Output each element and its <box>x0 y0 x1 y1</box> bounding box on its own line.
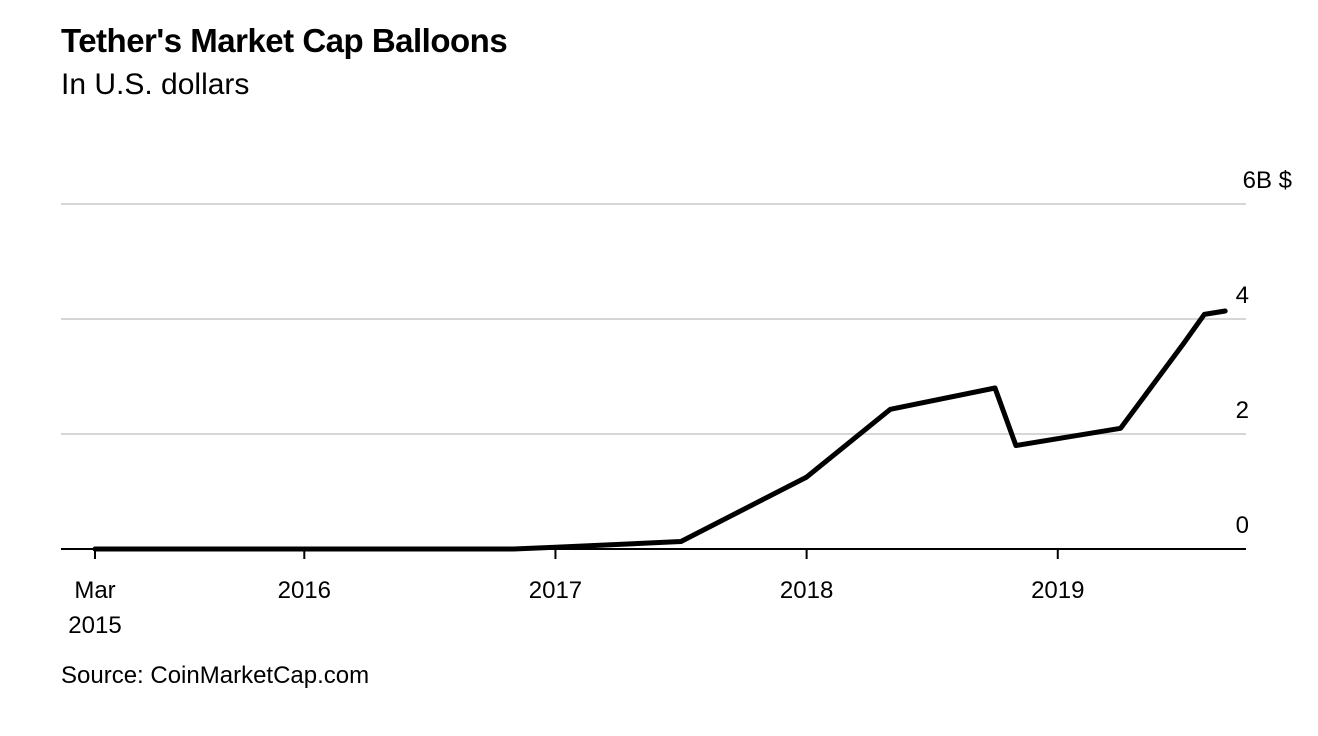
x-axis: Mar 2015 2016 2017 2018 2019 <box>68 549 1084 639</box>
x-tick-label-0-line-0: Mar <box>74 577 115 604</box>
y-tick-label-0: 0 <box>1236 512 1249 539</box>
series-layer <box>92 308 1228 552</box>
x-tick-label-3: 2018 <box>780 577 833 604</box>
x-tick-label-2: 2017 <box>529 577 582 604</box>
chart-subtitle: In U.S. dollars <box>61 68 250 101</box>
y-tick-label-4: 4 <box>1236 282 1249 309</box>
x-tick-label-4: 2019 <box>1031 577 1084 604</box>
x-tick-label-0-line-1: 2015 <box>68 612 121 639</box>
gridlines <box>61 203 1246 435</box>
chart-title: Tether's Market Cap Balloons <box>61 22 508 59</box>
y-tick-label-2: 2 <box>1236 397 1249 424</box>
y-axis-tick-labels: 0 2 4 6B $ <box>1236 167 1292 539</box>
series-line-0 <box>92 308 1228 552</box>
x-tick-label-1: 2016 <box>278 577 331 604</box>
y-tick-label-6: 6B $ <box>1243 167 1292 194</box>
source-note: Source: CoinMarketCap.com <box>61 662 370 689</box>
